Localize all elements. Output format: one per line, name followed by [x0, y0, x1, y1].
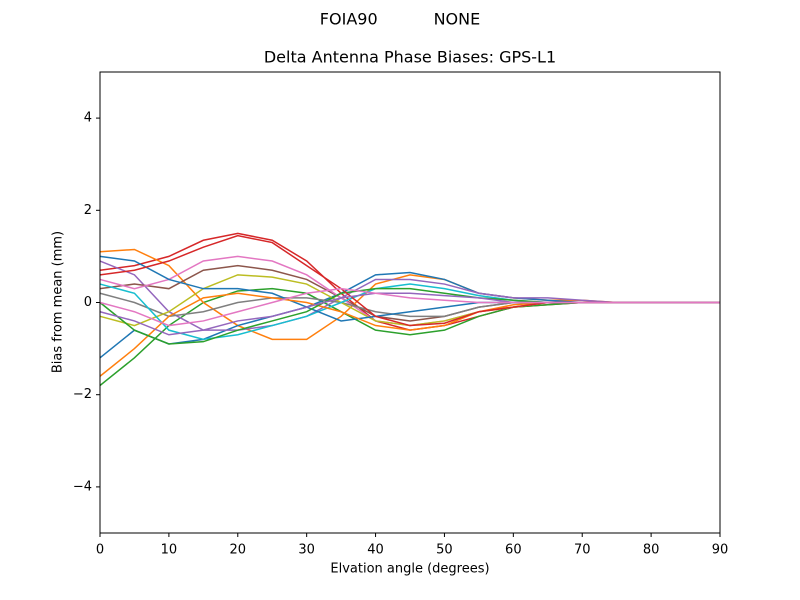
y-tick-label: 0: [84, 295, 92, 310]
y-tick-label: 4: [84, 111, 92, 126]
x-tick-label: 0: [96, 543, 104, 558]
x-tick-label: 10: [161, 543, 178, 558]
x-tick-label: 80: [643, 543, 660, 558]
x-tick-label: 60: [505, 543, 522, 558]
x-axis-label: Elvation angle (degrees): [330, 562, 489, 577]
chart-title: Delta Antenna Phase Biases: GPS-L1: [264, 48, 556, 67]
series-line: [99, 287, 720, 327]
y-axis-label: Bias from mean (mm): [51, 231, 66, 373]
y-tick-label: 2: [84, 203, 92, 218]
x-tick-label: 40: [367, 543, 384, 558]
plot-frame: [99, 71, 721, 534]
x-tick-label: 70: [574, 543, 591, 558]
x-tick-label: 20: [230, 543, 247, 558]
y-tick-label: −4: [73, 479, 92, 494]
x-tick-label: 50: [436, 543, 453, 558]
x-tick-label: 90: [712, 543, 729, 558]
x-tick-label: 30: [298, 543, 315, 558]
suptitle: FOIA90 NONE: [320, 10, 480, 29]
y-tick-label: −2: [73, 387, 92, 402]
